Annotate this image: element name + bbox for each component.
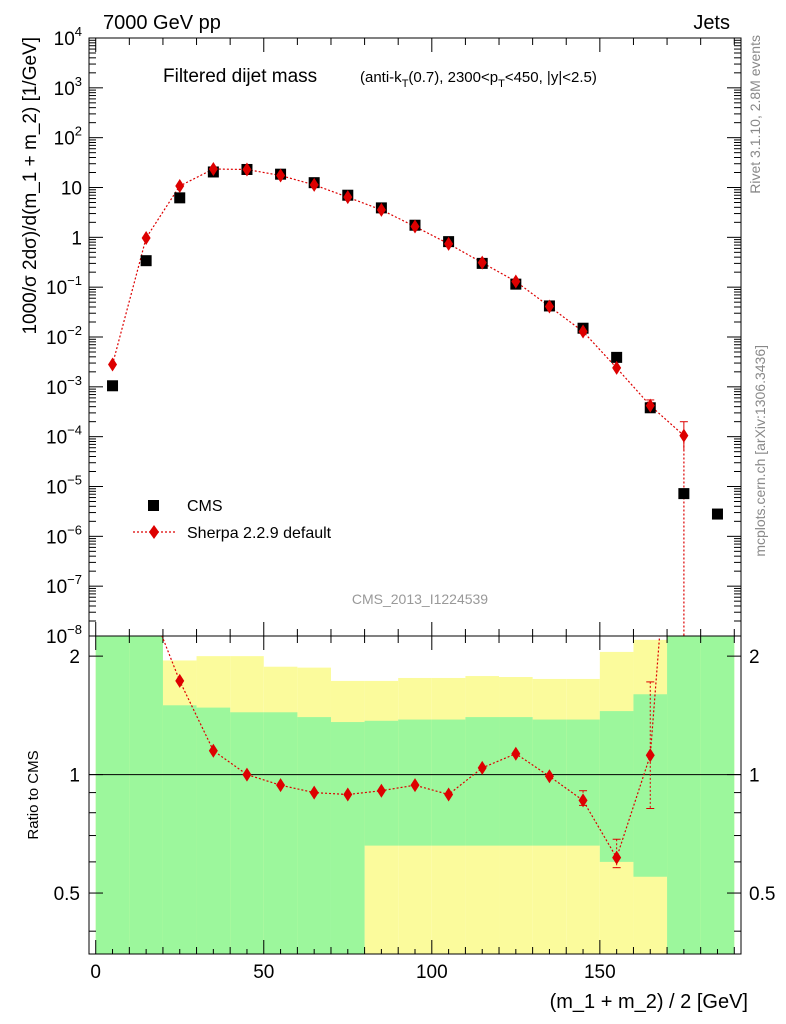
ratio-band-1sigma: [667, 636, 701, 954]
ratio-y-axis-label: Ratio to CMS: [25, 750, 42, 839]
ratio-band-1sigma: [263, 712, 298, 954]
ratio-sherpa-point: [242, 767, 252, 782]
cms-point: [678, 488, 690, 500]
sherpa-point: [612, 360, 622, 375]
plot-title: Filtered dijet mass: [163, 66, 317, 87]
sherpa-point: [679, 428, 689, 443]
sherpa-point: [645, 398, 655, 413]
legend-sherpa-marker: [149, 525, 159, 539]
x-tick-label: 50: [253, 962, 274, 983]
cms-point: [611, 351, 623, 363]
ratio-sherpa-curve: [161, 636, 661, 860]
plot-subtitle: (anti-kT(0.7), 2300<pT<450, |y|<2.5): [360, 69, 597, 90]
sherpa-point: [208, 162, 218, 177]
main-panel: 10410310210110−110−210−310−410−510−610−7…: [20, 24, 742, 648]
ratio-sherpa-point: [511, 746, 521, 761]
main-y-tick-label: 104: [54, 24, 82, 50]
ratio-frame: [88, 635, 742, 955]
sherpa-point: [141, 230, 151, 245]
ratio-sherpa-point: [175, 673, 185, 688]
sherpa-point: [511, 274, 521, 289]
sherpa-point: [309, 177, 319, 192]
ratio-band-1sigma: [330, 722, 365, 954]
ratio-band-1sigma: [465, 717, 500, 846]
main-y-tick-label: 10−8: [46, 622, 82, 648]
rivet-label: Rivet 3.1.10, 2.8M events: [747, 35, 763, 194]
main-y-tick-label: 10−1: [46, 273, 82, 299]
ratio-y-tick-label-right: 2: [749, 647, 760, 668]
ratio-band-1sigma: [633, 694, 668, 877]
sherpa-point: [242, 162, 252, 177]
main-y-tick-label: 103: [54, 74, 82, 100]
ratio-band-1sigma: [566, 719, 600, 846]
main-y-tick-label: 10−7: [46, 572, 82, 598]
ratio-y-tick-label-right: 1: [749, 766, 760, 787]
ratio-y-tick-label: 0.5: [54, 884, 80, 905]
ratio-sherpa-point: [309, 785, 319, 800]
ratio-sherpa-point: [410, 778, 420, 793]
cms-point: [711, 508, 723, 520]
main-y-tick-label: 1: [71, 228, 82, 249]
x-axis-label: (m_1 + m_2) / 2 [GeV]: [550, 991, 748, 1013]
main-y-tick-label: 102: [54, 124, 82, 150]
cms-point: [174, 192, 186, 204]
ratio-band-1sigma: [700, 636, 735, 954]
legend-sherpa-label: Sherpa 2.2.9 default: [187, 525, 332, 542]
ratio-sherpa-point: [276, 778, 286, 793]
main-y-tick-label: 10−6: [46, 522, 82, 548]
sherpa-point: [343, 190, 353, 205]
ratio-y-tick-label: 1: [69, 766, 80, 787]
ratio-sherpa-point: [208, 743, 218, 758]
sherpa-point: [444, 236, 454, 251]
sherpa-point: [477, 255, 487, 270]
ratio-band-1sigma: [129, 636, 163, 954]
main-y-tick-label: 10: [61, 179, 82, 200]
main-y-tick-label: 10−4: [46, 423, 82, 449]
sherpa-point: [175, 179, 185, 194]
ratio-band-1sigma: [95, 636, 130, 954]
x-tick-label: 100: [416, 962, 448, 983]
main-y-axis-label: 1000/σ 2dσ)/d(m_1 + m_2) [1/GeV]: [20, 37, 41, 335]
analysis-watermark: CMS_2013_I1224539: [352, 591, 488, 607]
ratio-band-1sigma: [162, 705, 197, 954]
ratio-sherpa-point: [612, 850, 622, 865]
sherpa-point: [544, 299, 554, 314]
ratio-sherpa-point: [376, 783, 386, 798]
ratio-band-1sigma: [230, 712, 264, 954]
cms-point: [107, 380, 119, 392]
sherpa-point: [376, 202, 386, 217]
header-left: 7000 GeV pp: [103, 12, 221, 34]
ratio-band-1sigma: [599, 711, 634, 862]
legend-cms-marker: [148, 500, 159, 511]
ratio-y-tick-label-right: 0.5: [749, 884, 775, 905]
ratio-sherpa-point: [477, 760, 487, 775]
main-y-tick-label: 10−5: [46, 473, 82, 499]
ratio-sherpa-point: [343, 787, 353, 802]
ratio-sherpa-point: [544, 769, 554, 784]
main-y-tick-label: 10−3: [46, 373, 82, 399]
ratio-band-1sigma: [431, 719, 466, 846]
x-tick-label: 150: [584, 962, 616, 983]
ratio-band-1sigma: [364, 720, 399, 846]
ratio-sherpa-point: [578, 793, 588, 808]
ratio-sherpa-point: [645, 748, 655, 763]
sherpa-point: [578, 324, 588, 339]
sherpa-point: [410, 219, 420, 234]
x-tick-label: 0: [90, 962, 101, 983]
header-right: Jets: [693, 12, 730, 34]
mcplots-label: mcplots.cern.ch [arXiv:1306.3436]: [752, 345, 768, 557]
ratio-panel: Ratio to CMS (m_1 + m_2) / 2 [GeV] 0 50 10…: [25, 635, 775, 1013]
ratio-band-1sigma: [499, 717, 533, 846]
ratio-band-1sigma: [297, 717, 331, 954]
sherpa-point: [108, 357, 118, 372]
cms-point: [140, 255, 152, 267]
ratio-y-tick-label: 2: [69, 647, 80, 668]
legend-cms-label: CMS: [187, 498, 223, 515]
sherpa-point: [276, 168, 286, 183]
legend: CMS Sherpa 2.2.9 default: [133, 498, 332, 542]
ratio-sherpa-point: [444, 787, 454, 802]
main-y-tick-label: 10−2: [46, 323, 82, 349]
